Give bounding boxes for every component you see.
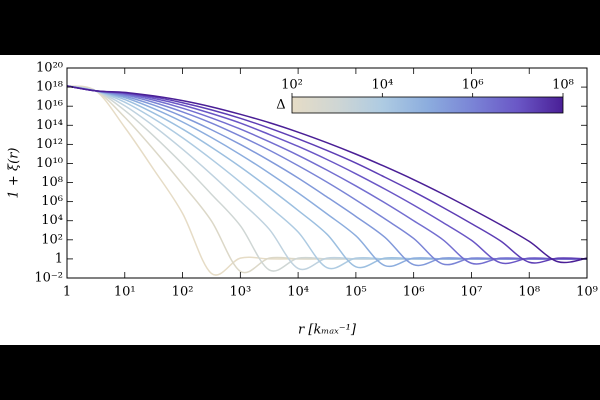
- x-tick-label: 10¹: [114, 285, 136, 300]
- series-line: [67, 85, 587, 265]
- x-tick-label: 10³: [229, 285, 251, 300]
- y-tick-label: 10¹⁴: [36, 118, 63, 133]
- x-tick-label: 10⁹: [576, 285, 598, 300]
- x-tick-label: 10⁸: [518, 285, 540, 300]
- series-line: [67, 85, 587, 264]
- x-tick-label: 10⁷: [461, 285, 483, 300]
- series-line: [67, 85, 587, 265]
- series-line: [67, 85, 587, 264]
- colorbar-tick-label: 10⁸: [552, 78, 574, 93]
- y-tick-label: 10²: [41, 232, 63, 247]
- y-axis-label: 1 + ξ(r): [7, 148, 22, 199]
- series-line: [67, 85, 587, 266]
- x-tick-label: 10⁴: [287, 285, 309, 300]
- colorbar-tick-label: 10²: [281, 78, 303, 93]
- lines-layer: [67, 85, 587, 276]
- x-tick-label: 10⁶: [403, 285, 425, 300]
- y-tick-label: 10⁶: [41, 194, 63, 209]
- y-tick-label: 1: [55, 251, 63, 266]
- x-tick-label: 10⁵: [345, 285, 367, 300]
- colorbar-tick-label: 10⁶: [462, 78, 484, 93]
- letterbox-top: [0, 0, 600, 55]
- y-tick-label: 10⁴: [41, 213, 63, 228]
- colorbar-tick-label: 10⁴: [371, 78, 393, 93]
- y-tick-label: 10²⁰: [36, 61, 63, 76]
- y-tick-label: 10⁻²: [34, 271, 63, 286]
- y-tick-label: 10¹⁰: [36, 156, 63, 171]
- x-axis-label: r [kₘₐₓ⁻¹]: [298, 323, 357, 338]
- y-tick-label: 10¹⁸: [36, 80, 63, 95]
- colorbar: [291, 96, 564, 114]
- y-tick-label: 10⁸: [41, 175, 63, 190]
- x-tick-label: 10²: [172, 285, 194, 300]
- letterbox-bottom: [0, 345, 600, 400]
- y-tick-label: 10¹⁶: [36, 99, 63, 114]
- x-tick-label: 1: [63, 285, 71, 300]
- colorbar-label: Δ: [276, 98, 285, 113]
- plot-frame: [66, 67, 588, 279]
- y-tick-label: 10¹²: [36, 137, 63, 152]
